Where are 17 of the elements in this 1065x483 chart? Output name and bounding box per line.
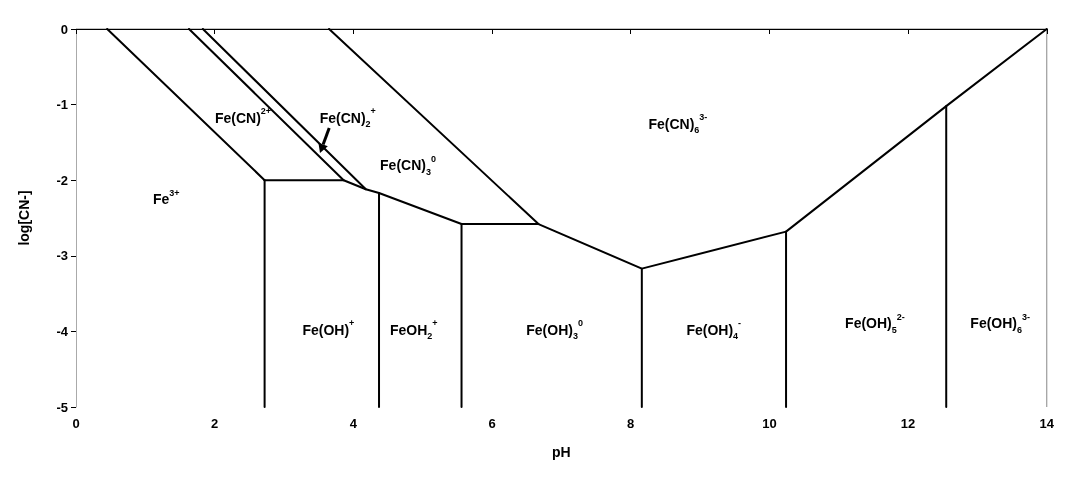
x-tick-label: 10 <box>762 416 777 431</box>
y-tick-label: -3 <box>56 248 68 264</box>
x-tick-label: 2 <box>211 416 219 431</box>
x-tick-label: 0 <box>72 416 80 431</box>
y-tick-label: -2 <box>56 172 68 188</box>
x-tick-label: 6 <box>488 416 496 431</box>
x-tick-label: 4 <box>349 416 358 431</box>
annotation: Fe(OH)+ <box>302 318 355 338</box>
x-tick-label: 8 <box>627 416 635 431</box>
x-axis-title: pH <box>552 444 571 460</box>
x-tick-label: 14 <box>1039 416 1055 431</box>
y-tick-label: -5 <box>56 399 68 415</box>
y-tick-label: -4 <box>56 323 69 339</box>
y-axis-title: log[CN-] <box>16 190 32 246</box>
y-tick-label: -1 <box>56 97 68 113</box>
x-tick-label: 12 <box>900 416 916 431</box>
y-tick-label: 0 <box>60 21 68 37</box>
